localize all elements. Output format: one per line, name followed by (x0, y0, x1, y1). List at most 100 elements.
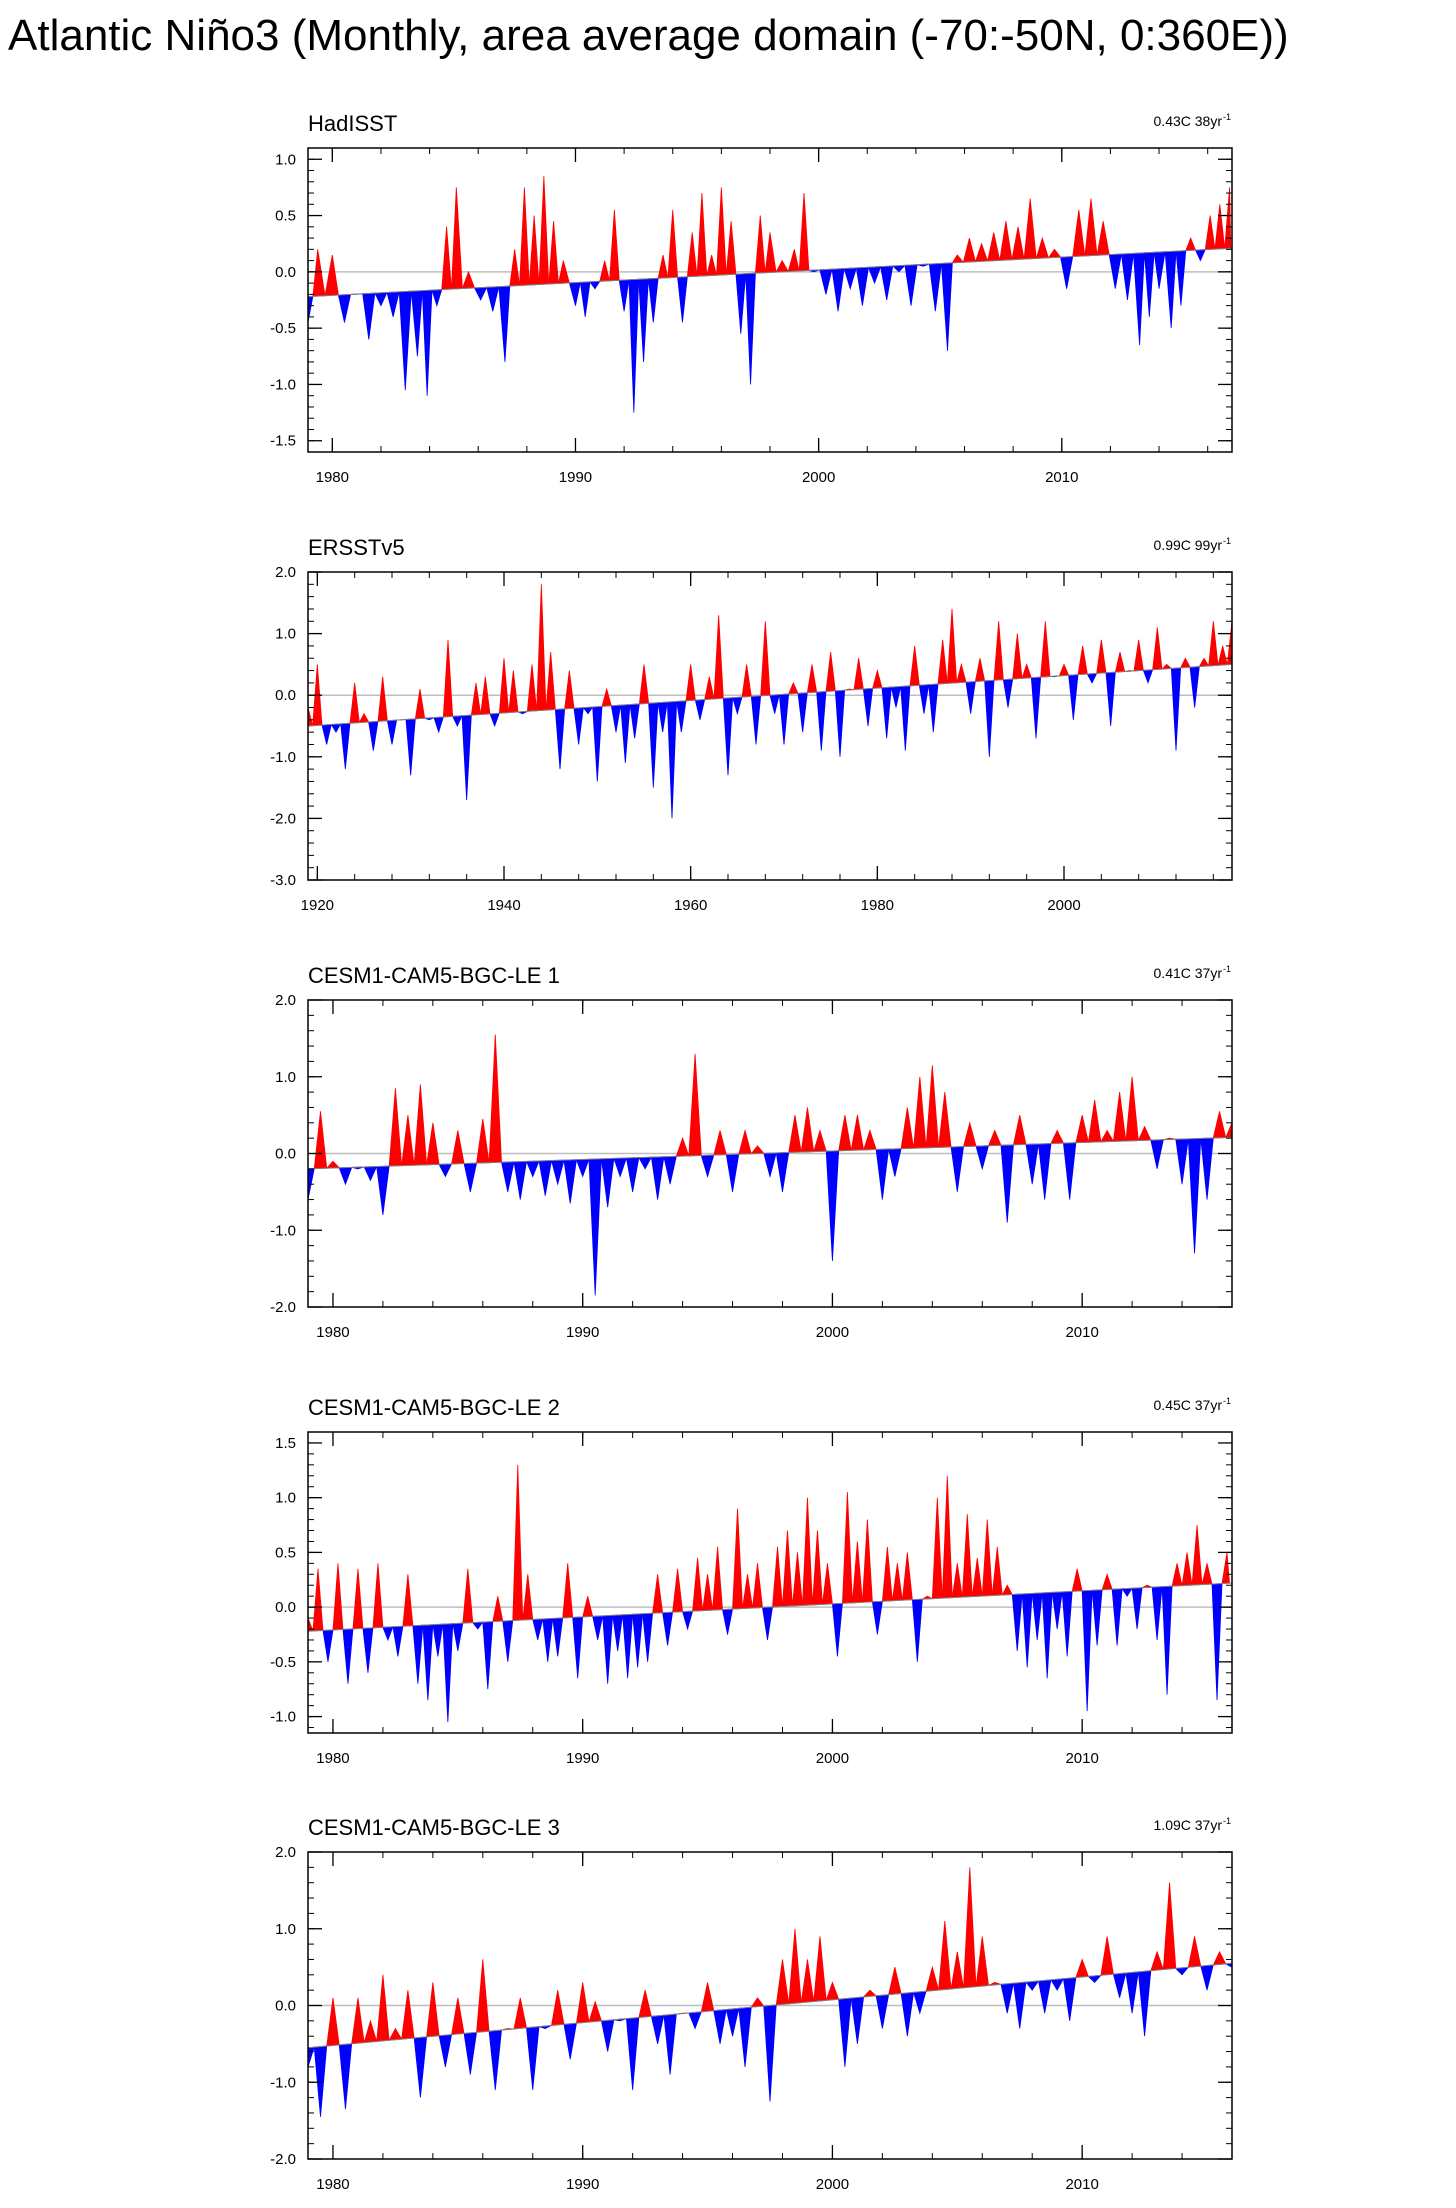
positive-anomaly-mark (657, 254, 669, 279)
negative-anomaly-mark (563, 1159, 577, 1204)
positive-anomaly-mark (732, 1508, 743, 1610)
positive-anomaly-mark (800, 1107, 815, 1153)
negative-anomaly-mark (900, 685, 911, 751)
positive-anomaly-mark (787, 249, 800, 272)
positive-anomaly-mark (938, 1921, 952, 1991)
positive-anomaly-mark (686, 232, 698, 278)
trend-label: 0.43C 38yr (1154, 113, 1223, 129)
negative-anomaly-mark (950, 1146, 965, 1192)
positive-anomaly-mark (909, 645, 920, 687)
negative-anomaly-mark (1025, 1143, 1039, 1185)
positive-anomaly-mark (1058, 663, 1070, 677)
negative-anomaly-mark (1112, 1972, 1127, 1998)
negative-anomaly-mark (421, 289, 433, 396)
positive-anomaly-mark (900, 1107, 915, 1150)
y-tick-label: 0.0 (275, 264, 296, 281)
x-tick-label: 1980 (861, 897, 894, 914)
positive-anomaly-mark (363, 2019, 378, 2044)
positive-anomaly-mark (1072, 209, 1086, 257)
positive-anomaly-mark (638, 1990, 652, 2018)
negative-anomaly-mark (694, 699, 706, 720)
positive-anomaly-mark (971, 1557, 983, 1598)
trend-label: 0.45C 37yr (1154, 1397, 1223, 1413)
positive-anomaly-mark (575, 1982, 590, 2024)
positive-anomaly-mark (1096, 639, 1107, 674)
negative-anomaly-mark (588, 1158, 602, 1296)
positive-anomaly-mark (741, 664, 752, 698)
x-tick-label: 2010 (1065, 2176, 1098, 2193)
positive-anomaly-mark (1204, 215, 1216, 251)
positive-anomaly-mark (782, 1530, 793, 1607)
positive-anomaly-mark (1180, 657, 1191, 669)
y-tick-label: -1.0 (270, 376, 296, 393)
negative-anomaly-mark (1121, 1587, 1133, 1597)
negative-anomaly-mark (412, 1624, 424, 1684)
negative-anomaly-mark (831, 268, 845, 312)
positive-anomaly-mark (672, 1568, 684, 1613)
positive-anomaly-mark (963, 1121, 977, 1147)
negative-anomaly-mark (769, 694, 780, 714)
negative-anomaly-mark (1062, 1142, 1077, 1200)
negative-anomaly-mark (1187, 1138, 1202, 1254)
negative-anomaly-mark (386, 719, 398, 745)
negative-anomaly-mark (1125, 1971, 1139, 2014)
negative-anomaly-mark (1060, 256, 1074, 289)
positive-anomaly-mark (1217, 645, 1228, 666)
negative-anomaly-mark (572, 1616, 584, 1679)
negative-anomaly-mark (911, 1598, 923, 1662)
positive-anomaly-mark (667, 209, 679, 279)
negative-anomaly-mark (498, 285, 511, 362)
positive-anomaly-mark (802, 1497, 813, 1606)
negative-anomaly-mark (797, 692, 808, 733)
trend-line (308, 1582, 1232, 1632)
positive-anomaly-mark (675, 1136, 690, 1157)
negative-anomaly-mark (975, 1145, 990, 1171)
negative-anomaly-mark (1175, 250, 1187, 306)
negative-anomaly-mark (463, 2031, 478, 2075)
negative-anomaly-mark (838, 1997, 852, 2067)
negative-anomaly-mark (472, 1621, 484, 1630)
negative-anomaly-mark (1002, 678, 1014, 708)
negative-anomaly-mark (855, 266, 869, 306)
positive-anomaly-mark (1125, 1076, 1139, 1142)
y-tick-label: -1.5 (270, 433, 296, 450)
negative-anomaly-mark (1081, 1589, 1093, 1712)
negative-anomaly-mark (632, 1613, 644, 1668)
positive-anomaly-mark (792, 1552, 803, 1607)
negative-anomaly-mark (677, 276, 688, 323)
series-area (308, 584, 1232, 819)
positive-anomaly-mark (688, 1053, 702, 1157)
negative-anomaly-mark (386, 291, 400, 317)
positive-anomaly-mark (508, 670, 519, 714)
positive-anomaly-mark (853, 658, 864, 691)
negative-anomaly-mark (662, 1611, 674, 1646)
positive-anomaly-mark (712, 1546, 723, 1611)
positive-anomaly-mark (1221, 1552, 1230, 1584)
positive-anomaly-mark (1208, 621, 1219, 667)
series-area (308, 1867, 1232, 2117)
positive-anomaly-mark (1133, 639, 1144, 672)
negative-anomaly-mark (308, 2046, 315, 2068)
negative-anomaly-mark (1200, 1137, 1214, 1200)
positive-anomaly-mark (1096, 221, 1110, 256)
y-tick-label: 2.0 (275, 564, 296, 581)
positive-anomaly-mark (548, 221, 559, 285)
negative-anomaly-mark (650, 1156, 665, 1200)
negative-anomaly-mark (452, 715, 463, 727)
positive-anomaly-mark (609, 209, 620, 282)
positive-anomaly-mark (937, 639, 948, 685)
positive-anomaly-mark (800, 1959, 815, 2004)
trend-label: 0.99C 99yr (1154, 537, 1223, 553)
positive-anomaly-mark (788, 681, 799, 695)
trend-label-exponent: -1 (1223, 1396, 1231, 1406)
trend-line (308, 1136, 1232, 1170)
positive-anomaly-mark (402, 1574, 414, 1627)
negative-anomaly-mark (337, 293, 352, 323)
negative-anomaly-mark (722, 697, 734, 776)
negative-anomaly-mark (904, 264, 918, 306)
negative-anomaly-mark (513, 1160, 527, 1200)
negative-anomaly-mark (965, 681, 976, 714)
negative-anomaly-mark (918, 684, 930, 714)
negative-anomaly-mark (488, 2029, 502, 2090)
negative-anomaly-mark (1164, 250, 1177, 329)
